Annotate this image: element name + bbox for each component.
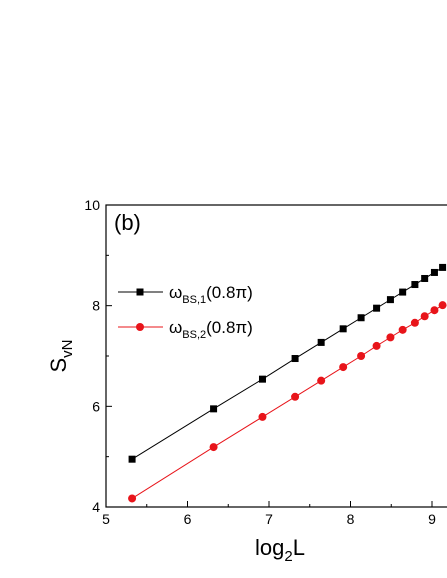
series-2-point [372, 341, 381, 350]
y-axis-title-sub: vN [59, 339, 76, 357]
y-tick-label: 4 [92, 499, 100, 515]
series-2-point [410, 318, 419, 327]
legend-label-series-1-tail: (0.8π) [206, 283, 253, 302]
legend-entry-series-2: ωBS,2(0.8π) [118, 318, 253, 341]
series-1-point [317, 338, 325, 346]
series-2-point [420, 312, 429, 321]
series-2-point [438, 301, 447, 310]
x-tick-label: 6 [184, 511, 192, 527]
legend-marker-circle [136, 323, 144, 331]
y-axis-title: SvN [46, 339, 76, 372]
legend-marker-square [136, 288, 144, 296]
series-1-point [128, 455, 136, 463]
legend-label-series-2-sub: BS,2 [182, 329, 206, 341]
series-2-point [430, 306, 439, 315]
series-1-point [399, 288, 407, 296]
x-tick-label: 8 [347, 511, 355, 527]
y-axis-title-main: S [46, 358, 71, 373]
series-1-point [210, 405, 218, 413]
series-1-point [373, 304, 381, 312]
series-1-point [386, 296, 394, 304]
x-tick-label: 7 [265, 511, 273, 527]
legend-label-series-2: ωBS,2(0.8π) [169, 318, 253, 341]
series-1-point [439, 263, 447, 271]
legend-label-series-1-main: ω [169, 283, 182, 302]
x-tick-label: 5 [102, 511, 110, 527]
legend-label-series-1-sub: BS,1 [182, 294, 206, 306]
series-layer [128, 263, 447, 503]
series-1-point [339, 325, 347, 333]
x-axis-title-tail: L [293, 535, 305, 560]
series-2-point [258, 412, 267, 421]
plot-frame [105, 204, 447, 508]
x-axis-title-main: log [255, 535, 284, 560]
x-axis-title: log2L [255, 535, 305, 565]
series-1-point [258, 375, 266, 383]
series-1-point [357, 314, 365, 322]
series-2-point [209, 443, 218, 452]
series-2-point [339, 363, 348, 372]
series-2-point [128, 494, 137, 503]
series-2-point [398, 325, 407, 334]
series-2-point [317, 376, 326, 385]
series-1-point [430, 268, 438, 276]
y-tick-label: 10 [84, 197, 100, 213]
series-2-point [386, 333, 395, 342]
series-1-point [421, 274, 429, 282]
legend-entry-series-1: ωBS,1(0.8π) [118, 283, 253, 306]
x-axis-title-sub: 2 [284, 548, 292, 565]
y-tick-label: 6 [92, 398, 100, 414]
series-1-point [411, 281, 419, 289]
series-1-point [291, 355, 299, 363]
axis-ticks: 5 6 7 8 9 4 6 8 10 [84, 197, 436, 527]
legend-label-series-1: ωBS,1(0.8π) [169, 283, 253, 306]
panel-label: (b) [114, 210, 141, 235]
x-tick-label: 9 [428, 511, 436, 527]
legend-label-series-2-main: ω [169, 318, 182, 337]
series-2-point [357, 352, 366, 360]
y-tick-label: 8 [92, 298, 100, 314]
legend: ωBS,1(0.8π) ωBS,2(0.8π) [118, 283, 253, 341]
legend-label-series-2-tail: (0.8π) [206, 318, 253, 337]
series-2-point [291, 392, 300, 401]
